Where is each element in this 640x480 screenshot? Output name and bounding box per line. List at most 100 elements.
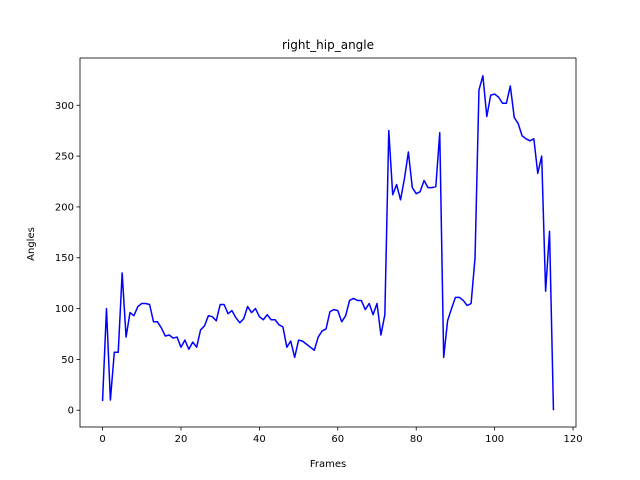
data-point <box>165 335 166 336</box>
data-point <box>263 319 264 320</box>
data-point <box>239 322 240 323</box>
data-point <box>463 300 464 301</box>
data-point <box>372 314 373 315</box>
data-point <box>247 306 248 307</box>
data-point <box>474 257 475 258</box>
data-point <box>290 341 291 342</box>
data-point <box>533 138 534 139</box>
data-point <box>157 321 158 322</box>
data-point <box>525 138 526 139</box>
data-point <box>153 321 154 322</box>
data-point <box>357 300 358 301</box>
data-point <box>427 187 428 188</box>
data-point <box>467 305 468 306</box>
data-point <box>294 357 295 358</box>
data-point <box>333 309 334 310</box>
data-point <box>141 303 142 304</box>
data-point <box>337 310 338 311</box>
data-point <box>396 184 397 185</box>
data-point <box>227 313 228 314</box>
data-point <box>553 410 554 411</box>
data-point <box>306 344 307 345</box>
data-point <box>349 300 350 301</box>
x-tick-label: 100 <box>485 434 504 445</box>
data-point <box>490 95 491 96</box>
data-point <box>506 103 507 104</box>
data-point <box>145 303 146 304</box>
data-point <box>361 300 362 301</box>
data-point <box>223 304 224 305</box>
data-point <box>286 347 287 348</box>
data-point <box>318 336 319 337</box>
x-tick-label: 60 <box>331 434 344 445</box>
data-point <box>212 316 213 317</box>
y-tick-label: 250 <box>55 152 74 163</box>
y-tick-label: 100 <box>55 304 74 315</box>
data-point <box>537 173 538 174</box>
y-axis-label: Angles <box>26 227 37 261</box>
data-point <box>376 303 377 304</box>
data-point <box>259 316 260 317</box>
data-point <box>122 272 123 273</box>
y-tick-label: 300 <box>55 101 74 112</box>
data-point <box>114 352 115 353</box>
data-point <box>498 97 499 98</box>
data-point <box>388 130 389 131</box>
data-point <box>184 339 185 340</box>
data-point <box>541 156 542 157</box>
data-point <box>443 357 444 358</box>
data-point <box>302 341 303 342</box>
series-line <box>101 75 555 411</box>
data-point <box>208 315 209 316</box>
data-point <box>161 327 162 328</box>
data-point <box>478 89 479 90</box>
x-axis-label: Frames <box>310 459 346 470</box>
data-point <box>255 308 256 309</box>
data-point <box>267 314 268 315</box>
data-point <box>129 312 130 313</box>
data-point <box>118 352 119 353</box>
data-point <box>322 330 323 331</box>
y-tick-label: 200 <box>55 202 74 213</box>
data-point <box>216 320 217 321</box>
data-point <box>400 199 401 200</box>
data-point <box>169 334 170 335</box>
data-point <box>106 308 107 309</box>
data-point <box>369 303 370 304</box>
data-point <box>173 337 174 338</box>
data-point <box>514 117 515 118</box>
data-point <box>494 93 495 94</box>
data-point <box>435 186 436 187</box>
data-point <box>431 187 432 188</box>
data-point <box>204 325 205 326</box>
data-point <box>251 312 252 313</box>
data-point <box>341 321 342 322</box>
data-point <box>314 350 315 351</box>
data-point <box>278 324 279 325</box>
x-tick-label: 40 <box>253 434 266 445</box>
data-point <box>416 193 417 194</box>
x-tick-label: 20 <box>175 434 188 445</box>
data-point <box>243 318 244 319</box>
data-point <box>521 135 522 136</box>
data-point <box>545 291 546 292</box>
data-point <box>345 315 346 316</box>
y-tick-label: 150 <box>55 253 74 264</box>
data-point <box>451 308 452 309</box>
data-point <box>502 103 503 104</box>
data-point <box>220 304 221 305</box>
x-tick-label: 120 <box>564 434 583 445</box>
y-tick-label: 0 <box>68 406 74 417</box>
data-point <box>282 326 283 327</box>
data-point <box>482 75 483 76</box>
data-point <box>137 306 138 307</box>
data-point <box>200 329 201 330</box>
data-point <box>380 334 381 335</box>
data-point <box>102 400 103 401</box>
data-point <box>149 304 150 305</box>
data-point <box>133 315 134 316</box>
data-point <box>420 191 421 192</box>
data-point <box>353 298 354 299</box>
